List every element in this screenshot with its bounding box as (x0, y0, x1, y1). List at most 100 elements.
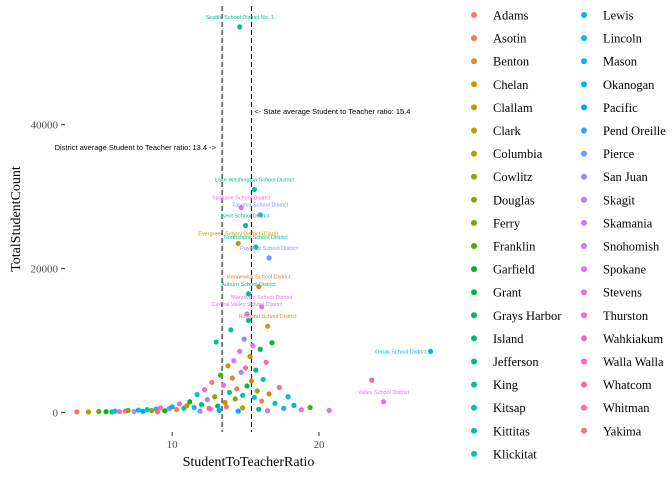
legend-key (581, 127, 587, 134)
data-point (259, 398, 265, 404)
legend-key (581, 289, 587, 296)
data-point (184, 403, 190, 409)
legend-label: Spokane (603, 263, 647, 277)
legend-label: Garfield (493, 263, 535, 277)
data-point (269, 340, 275, 346)
legend-key (471, 219, 477, 226)
point-annotation: Central Valley School District (212, 302, 283, 308)
legend-key (581, 81, 587, 88)
data-point (225, 363, 231, 369)
legend-label: King (493, 378, 519, 392)
point-annotation: Spokane School District (212, 195, 271, 201)
data-point (131, 408, 137, 415)
data-point (220, 382, 227, 388)
legend-label: Chelan (493, 78, 529, 92)
legend-key (581, 219, 587, 226)
legend-label: Yakima (603, 424, 642, 438)
reference-lines: District average Student to Teacher rati… (55, 6, 410, 432)
legend-key (581, 381, 587, 388)
x-tick-label: 20 (313, 439, 325, 451)
legend-label: Island (493, 332, 524, 346)
point-annotation: Kent School District (222, 213, 270, 219)
data-point (235, 408, 241, 414)
data-point (207, 406, 213, 412)
data-point (244, 383, 250, 389)
legend-key (471, 381, 477, 388)
data-point (157, 405, 164, 411)
data-point (103, 409, 109, 415)
data-point (194, 391, 200, 398)
legend-label: Kittitas (493, 424, 530, 438)
legend-label: Whitman (603, 401, 650, 415)
data-point (85, 409, 92, 415)
legend-label: Klickitat (493, 447, 537, 461)
data-point (176, 401, 183, 407)
point-annotation: Evergreen School District (Clark) (198, 231, 278, 237)
point-annotation: Seattle School District No. 1 (205, 15, 273, 21)
legend-key (471, 196, 477, 203)
data-point (257, 212, 263, 218)
data-point (242, 222, 249, 229)
legend-key (471, 35, 477, 42)
data-point (256, 406, 262, 412)
data-point (215, 403, 221, 409)
point-annotation: Lake Washington School District (215, 177, 294, 183)
y-tick-label: 0 (53, 408, 59, 420)
data-point (260, 376, 266, 383)
data-point (187, 399, 193, 405)
data-point (240, 392, 246, 398)
data-point (251, 394, 257, 401)
point-annotation: Richland School District (239, 314, 298, 320)
legend-label: Cowlitz (493, 170, 533, 184)
legend-key (471, 173, 477, 180)
legend-label: Thurston (603, 309, 649, 323)
data-point (326, 407, 332, 414)
data-point (231, 358, 237, 364)
data-point (112, 408, 118, 414)
data-point (237, 24, 243, 30)
data-point (307, 404, 313, 411)
legend-key (581, 150, 587, 157)
legend: Adams Asotin Benton Chelan Clallam Clark Colum… (471, 9, 666, 461)
legend-key (581, 358, 587, 365)
data-point (218, 372, 224, 378)
data-point (285, 394, 291, 400)
data-point (209, 379, 215, 385)
legend-label: Clark (493, 124, 522, 138)
data-point (191, 404, 197, 411)
legend-label: Whatcom (603, 378, 652, 392)
data-point (216, 407, 222, 414)
legend-label: Stevens (603, 286, 642, 300)
legend-key (471, 150, 477, 157)
data-point (259, 304, 265, 310)
data-point (238, 204, 244, 211)
data-point (247, 353, 253, 360)
legend-label: Ferry (493, 216, 521, 230)
point-annotation: Kennewick School District (227, 275, 291, 281)
legend-key (471, 127, 477, 134)
data-point (213, 339, 219, 345)
data-point (234, 386, 240, 392)
data-point (197, 408, 203, 414)
reference-line-label: <- State average Student to Teacher rati… (254, 107, 410, 116)
data-point (266, 391, 272, 397)
x-axis-title: StudentToTeacherRatio (183, 455, 315, 470)
y-tick-label: 20000 (31, 264, 59, 276)
reference-line-label: District average Student to Teacher rati… (55, 143, 217, 152)
legend-key (471, 289, 477, 296)
legend-label: Grant (493, 286, 522, 300)
data-point (298, 407, 304, 413)
data-point (242, 365, 249, 371)
legend-label: San Juan (603, 170, 649, 184)
legend-key (581, 404, 587, 411)
data-point (257, 346, 263, 352)
data-point (253, 367, 259, 373)
legend-label: Franklin (493, 240, 536, 254)
legend-key (581, 35, 587, 42)
legend-key (581, 58, 587, 65)
y-axis-title: TotalStudentCount (9, 166, 24, 272)
data-point (144, 406, 150, 413)
data-point (212, 394, 218, 400)
point-annotation: Valley School District (358, 390, 410, 396)
